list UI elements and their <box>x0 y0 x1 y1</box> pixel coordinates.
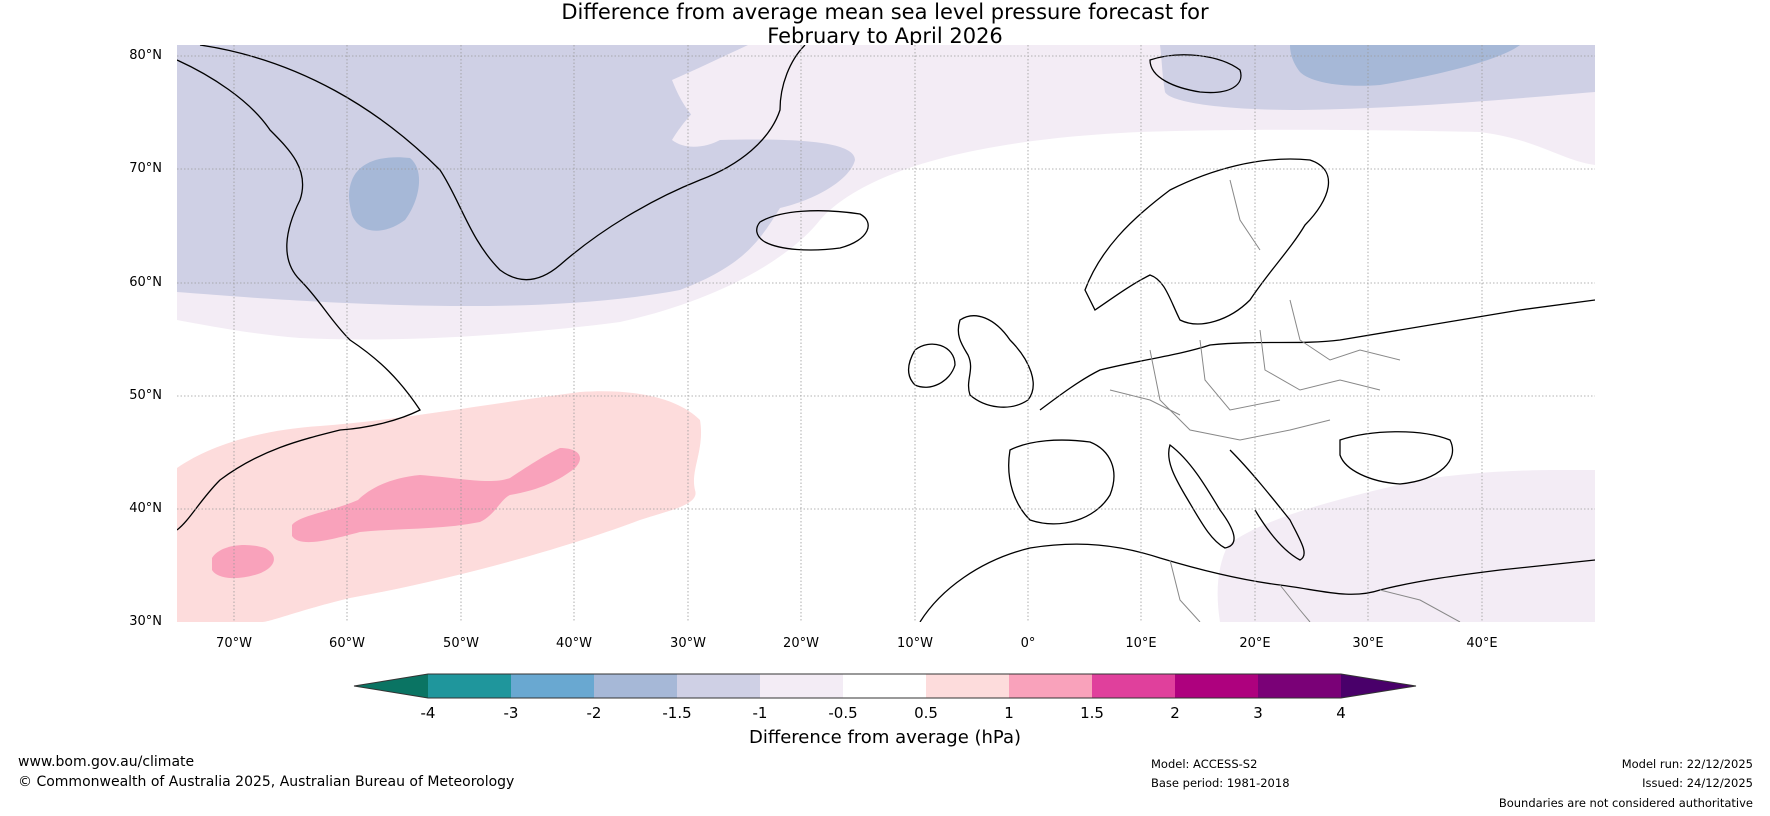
colorbar-tick: 2 <box>1170 704 1180 722</box>
lat-label-50n: 50°N <box>129 388 162 403</box>
colorbar-segment-above-max <box>1341 674 1416 698</box>
lon-label-10e: 10°E <box>1125 636 1157 651</box>
colorbar-label: Difference from average (hPa) <box>748 727 1022 748</box>
base-period-text: Base period: 1981-2018 <box>1151 776 1290 790</box>
title-line-2: February to April 2026 <box>767 24 1003 48</box>
colorbar-tick: -4 <box>420 704 436 722</box>
website-link[interactable]: www.bom.gov.au/climate <box>18 754 195 770</box>
colorbar-tick: 1.5 <box>1080 704 1104 722</box>
anomaly-region-positive-core <box>292 448 580 543</box>
anomaly-region-positive-small <box>212 545 274 579</box>
colorbar-segment-10 <box>1175 674 1258 698</box>
colorbar-outline <box>353 673 1417 699</box>
colorbar-segment-11 <box>1258 674 1341 698</box>
anomaly-region-white-inset <box>672 70 749 147</box>
issued-text: Issued: 24/12/2025 <box>1642 776 1753 790</box>
model-run-text: Model run: 22/12/2025 <box>1621 757 1753 771</box>
colorbar-tick: -1.5 <box>662 704 692 722</box>
coast-ireland <box>907 343 956 388</box>
lon-label-40e: 40°E <box>1466 636 1498 651</box>
lon-label-30e: 30°E <box>1352 636 1384 651</box>
coast-greenland <box>199 45 806 281</box>
coast-north-africa <box>919 543 1595 622</box>
lat-label-40n: 40°N <box>129 501 162 516</box>
colorbar-segment-1 <box>428 674 511 698</box>
lon-label-40w: 40°W <box>556 636 592 651</box>
lon-label-50w: 50°W <box>443 636 479 651</box>
lon-label-10w: 10°W <box>897 636 933 651</box>
coast-baffin-labrador <box>177 59 421 531</box>
lat-label-60n: 60°N <box>129 275 162 290</box>
lon-label-0: 0° <box>1020 636 1036 651</box>
coast-great-britain <box>957 315 1034 408</box>
anomaly-region-light-negative-mediterranean <box>1217 470 1595 622</box>
coast-black-sea <box>1339 431 1454 485</box>
colorbar-tick: 1 <box>1004 704 1014 722</box>
lat-label-30n: 30°N <box>129 614 162 629</box>
anomaly-region-negative-strong-davis <box>349 157 420 231</box>
colorbar-segment-3 <box>594 674 677 698</box>
colorbar <box>353 673 1417 699</box>
lon-label-70w: 70°W <box>216 636 252 651</box>
colorbar-tick: -2 <box>586 704 602 722</box>
graticule <box>177 45 1595 622</box>
colorbar-tick: -1 <box>752 704 768 722</box>
colorbar-tick: -3 <box>503 704 519 722</box>
coast-balkans-greece <box>1229 449 1305 561</box>
map-area <box>177 45 1595 622</box>
lon-label-30w: 30°W <box>670 636 706 651</box>
country-borders <box>1109 179 1461 622</box>
colorbar-segment-below-min <box>354 674 428 698</box>
colorbar-segment-7 <box>926 674 1009 698</box>
coast-europe-mainland <box>1039 299 1595 411</box>
map-title: Difference from average mean sea level p… <box>0 0 1770 48</box>
title-line-1: Difference from average mean sea level p… <box>561 0 1209 24</box>
lon-label-20e: 20°E <box>1239 636 1271 651</box>
colorbar-segment-2 <box>511 674 594 698</box>
anomaly-region-negative-strong-arctic <box>1290 45 1520 86</box>
colorbar-segment-9 <box>1092 674 1175 698</box>
coast-iberia <box>1008 439 1115 525</box>
model-text: Model: ACCESS-S2 <box>1151 757 1258 771</box>
lon-label-60w: 60°W <box>329 636 365 651</box>
coast-iceland <box>756 210 869 251</box>
lat-label-70n: 70°N <box>129 161 162 176</box>
colorbar-tick: -0.5 <box>828 704 858 722</box>
disclaimer-text: Boundaries are not considered authoritat… <box>1498 796 1753 810</box>
colorbar-segment-8 <box>1009 674 1092 698</box>
copyright-text: © Commonwealth of Australia 2025, Austra… <box>18 774 515 790</box>
lat-label-80n: 80°N <box>129 48 162 63</box>
lon-label-20w: 20°W <box>783 636 819 651</box>
colorbar-tick: 0.5 <box>914 704 938 722</box>
colorbar-tick: 4 <box>1336 704 1346 722</box>
coast-scandinavia <box>1084 158 1330 325</box>
colorbar-tick: 3 <box>1253 704 1263 722</box>
colorbar-segment-4 <box>677 674 760 698</box>
colorbar-segment-6 <box>843 674 926 698</box>
coastlines <box>177 45 1595 622</box>
colorbar-segment-5 <box>760 674 843 698</box>
coast-svalbard <box>1149 54 1242 94</box>
anomaly-region-negative-greenland <box>177 45 855 307</box>
coast-italy <box>1168 443 1235 549</box>
